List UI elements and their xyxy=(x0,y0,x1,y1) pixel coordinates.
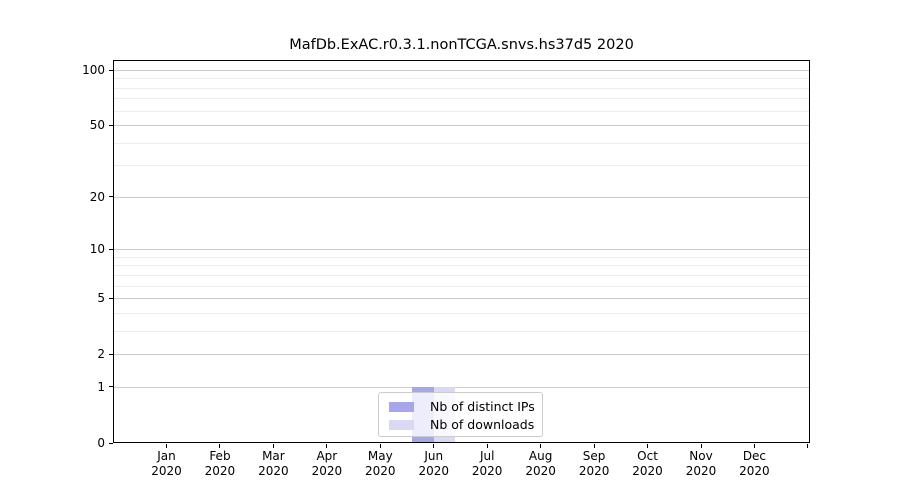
gridline-major xyxy=(113,196,810,198)
gridline-major xyxy=(113,386,810,388)
gridline-minor xyxy=(113,110,810,112)
x-tick xyxy=(807,444,809,448)
y-tick-label: 20 xyxy=(89,189,105,204)
legend-label-distinct-ips: Nb of distinct IPs xyxy=(430,399,535,414)
x-tick xyxy=(272,444,274,448)
gridline-major xyxy=(113,70,810,71)
y-tick xyxy=(109,297,113,299)
x-tick-label: Dec 2020 xyxy=(739,449,770,478)
y-tick xyxy=(109,248,113,250)
x-tick xyxy=(753,444,755,448)
x-tick xyxy=(486,444,488,448)
plot-area xyxy=(113,60,810,443)
x-tick xyxy=(219,444,221,448)
x-tick xyxy=(379,444,381,448)
gridline-minor xyxy=(113,165,810,167)
x-tick xyxy=(326,444,328,448)
x-tick xyxy=(700,444,702,448)
legend-swatch-downloads xyxy=(389,419,414,430)
gridline-major xyxy=(113,354,810,356)
y-tick-label: 5 xyxy=(97,291,105,306)
y-tick-label: 50 xyxy=(89,118,105,133)
gridline-major xyxy=(113,298,810,300)
y-tick xyxy=(109,196,113,198)
x-tick-label: May 2020 xyxy=(365,449,396,478)
gridline-major xyxy=(113,249,810,251)
chart-title: MafDb.ExAC.r0.3.1.nonTCGA.snvs.hs37d5 20… xyxy=(289,37,634,53)
y-tick xyxy=(109,442,113,444)
x-tick-label: Jan 2020 xyxy=(151,449,182,478)
x-tick xyxy=(593,444,595,448)
gridline-minor xyxy=(113,78,810,80)
x-tick-label: Feb 2020 xyxy=(204,449,236,478)
x-tick-label: Oct 2020 xyxy=(632,449,663,478)
x-tick xyxy=(166,444,167,448)
gridline-minor xyxy=(113,274,810,276)
legend: Nb of distinct IPs Nb of downloads xyxy=(378,392,543,437)
gridline-minor xyxy=(113,312,810,314)
x-tick xyxy=(647,444,649,448)
y-tick xyxy=(109,386,113,388)
gridline-minor xyxy=(113,87,810,89)
legend-item-distinct-ips: Nb of distinct IPs xyxy=(389,398,542,415)
x-tick-label: Jul 2020 xyxy=(471,449,503,478)
x-tick xyxy=(433,444,435,448)
y-tick-label: 100 xyxy=(82,63,105,77)
gridline-major xyxy=(113,125,810,127)
y-tick-label: 10 xyxy=(89,242,105,257)
gridline-minor xyxy=(113,285,810,287)
y-tick-label: 1 xyxy=(97,379,105,394)
x-tick-label: Sep 2020 xyxy=(578,449,610,478)
y-tick xyxy=(109,69,113,71)
gridline-minor xyxy=(113,330,810,332)
legend-swatch-distinct-ips xyxy=(389,401,414,412)
x-tick-label: Nov 2020 xyxy=(685,449,717,478)
x-tick xyxy=(540,444,542,448)
gridline-minor xyxy=(113,98,810,100)
gridline-minor xyxy=(113,265,810,267)
x-tick-label: Apr 2020 xyxy=(311,449,343,478)
x-tick-label: Aug 2020 xyxy=(525,449,556,478)
legend-item-downloads: Nb of downloads xyxy=(389,416,542,433)
gridline-minor xyxy=(113,256,810,258)
gridline-minor xyxy=(113,142,810,144)
y-tick xyxy=(109,124,113,126)
x-tick-label: Mar 2020 xyxy=(258,449,289,478)
y-tick-label: 0 xyxy=(97,436,105,450)
y-tick-label: 2 xyxy=(97,347,105,362)
x-tick-label: Jun 2020 xyxy=(418,449,450,478)
legend-label-downloads: Nb of downloads xyxy=(430,417,535,432)
y-tick xyxy=(109,353,113,355)
